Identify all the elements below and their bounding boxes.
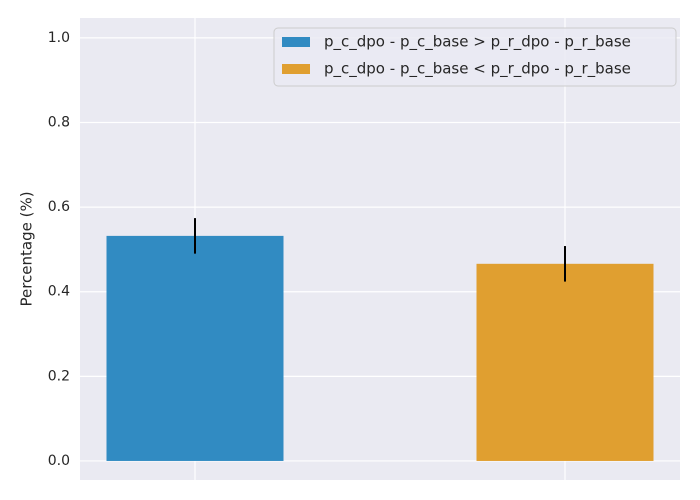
legend-swatch — [282, 64, 310, 74]
bar — [476, 263, 654, 461]
marks — [106, 218, 654, 461]
y-tick-label: 0.2 — [48, 368, 70, 384]
bar — [106, 235, 284, 461]
legend: p_c_dpo - p_c_base > p_r_dpo - p_r_basep… — [273, 27, 677, 87]
y-tick-label: 0.4 — [48, 284, 70, 300]
legend-box — [273, 27, 677, 87]
y-tick-label: 0.0 — [48, 453, 70, 469]
y-tick-label: 1.0 — [48, 30, 70, 46]
legend-label: p_c_dpo - p_c_base < p_r_dpo - p_r_base — [324, 60, 631, 79]
legend-label: p_c_dpo - p_c_base > p_r_dpo - p_r_base — [324, 33, 631, 52]
legend-swatch — [282, 37, 310, 47]
y-tick-label: 0.8 — [48, 115, 70, 131]
y-tick-label: 0.6 — [48, 199, 70, 215]
y-axis-label: Percentage (%) — [18, 191, 36, 306]
